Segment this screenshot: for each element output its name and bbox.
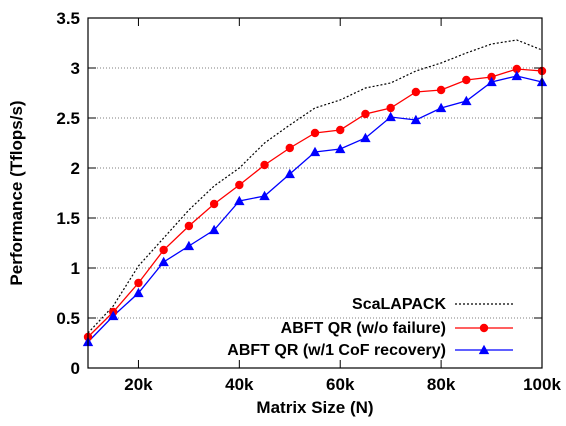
point-abft-cof-recovery-6 <box>234 195 245 206</box>
legend: ScaLAPACK ABFT QR (w/o failure) ABFT QR … <box>227 296 513 359</box>
point-abft-cof-recovery-10 <box>335 143 346 154</box>
y-axis-title: Performance (Tflops/s) <box>7 100 26 285</box>
series-markers <box>82 64 548 347</box>
point-abft-cof-recovery-14 <box>435 102 447 113</box>
point-abft-cof-recovery-4 <box>183 240 195 251</box>
point-abft-cof-recovery-7 <box>259 190 270 201</box>
point-abft-cof-recovery-11 <box>360 132 371 143</box>
series-lines <box>87 39 543 343</box>
point-abft-cof-recovery-16 <box>486 76 497 87</box>
x-tick-label-2: 60k <box>326 375 355 394</box>
plot-area-frame <box>87 17 543 369</box>
x-tick-label-0: 20k <box>124 375 153 394</box>
tick-labels: 0 0.5 1 1.5 2 2.5 3 3.5 20k 40k 60k 80k 100k <box>56 9 561 394</box>
point-abft-no-failure-15 <box>462 75 471 85</box>
point-abft-no-failure-2 <box>134 278 143 288</box>
y-tick-label-4: 2 <box>71 159 80 178</box>
y-tick-label-0: 0 <box>71 359 80 378</box>
x-tick-label-3: 80k <box>427 375 456 394</box>
y-tick-label-6: 3 <box>71 59 80 78</box>
point-abft-no-failure-4 <box>184 221 194 231</box>
point-abft-no-failure-13 <box>411 87 421 97</box>
point-abft-cof-recovery-15 <box>461 95 472 106</box>
point-abft-no-failure-11 <box>361 109 370 119</box>
point-abft-cof-recovery-8 <box>284 168 295 179</box>
point-abft-cof-recovery-1 <box>108 310 119 321</box>
series-line-abft-no-failure <box>87 68 543 338</box>
legend-samples <box>455 303 513 355</box>
y-tick-label-5: 2.5 <box>56 109 80 128</box>
legend-label-abft-no-failure: ABFT QR (w/o failure) <box>281 320 446 337</box>
y-tick-label-1: 0.5 <box>56 309 80 328</box>
legend-label-scalapack: ScaLAPACK <box>352 296 446 313</box>
point-abft-no-failure-7 <box>260 160 269 170</box>
point-abft-no-failure-12 <box>386 103 395 113</box>
point-abft-cof-recovery-5 <box>208 224 220 235</box>
x-axis-title: Matrix Size (N) <box>256 398 373 417</box>
y-tick-label-3: 1.5 <box>56 209 80 228</box>
legend-marker-abft-no-failure <box>479 323 489 333</box>
point-abft-cof-recovery-2 <box>133 287 144 298</box>
point-abft-no-failure-5 <box>209 199 219 209</box>
point-abft-cof-recovery-13 <box>410 114 422 125</box>
point-abft-no-failure-6 <box>235 180 244 190</box>
y-tick-label-7: 3.5 <box>56 9 80 28</box>
grid-lines <box>88 67 542 319</box>
series-line-scalapack <box>87 39 543 334</box>
point-abft-no-failure-14 <box>436 85 446 95</box>
point-abft-no-failure-8 <box>285 143 294 153</box>
x-tick-label-1: 40k <box>225 375 254 394</box>
x-tick-label-4: 100k <box>523 375 561 394</box>
point-abft-cof-recovery-3 <box>158 256 169 267</box>
legend-label-abft-cof-recovery: ABFT QR (w/1 CoF recovery) <box>227 342 446 359</box>
point-abft-no-failure-9 <box>310 128 320 138</box>
point-abft-no-failure-17 <box>512 64 521 74</box>
legend-marker-abft-cof-recovery <box>478 344 490 355</box>
point-abft-no-failure-3 <box>159 245 168 255</box>
axis-ticks <box>88 17 543 369</box>
point-abft-cof-recovery-12 <box>385 111 396 122</box>
point-abft-no-failure-10 <box>336 125 345 135</box>
y-tick-label-2: 1 <box>71 259 80 278</box>
series-line-abft-cof-recovery <box>87 75 543 343</box>
point-abft-cof-recovery-9 <box>309 146 321 157</box>
point-abft-cof-recovery-17 <box>511 70 522 81</box>
